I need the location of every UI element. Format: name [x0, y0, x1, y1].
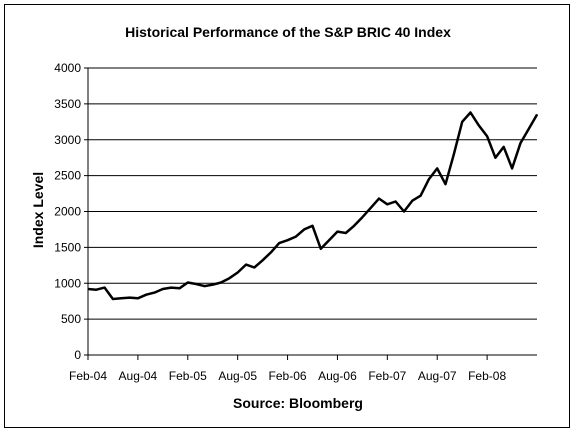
data-point — [486, 135, 488, 137]
data-point — [278, 242, 280, 244]
y-tick-label: 3500 — [54, 97, 81, 111]
data-point — [87, 288, 89, 290]
x-tick-label: Aug-04 — [119, 369, 158, 383]
data-point — [153, 292, 156, 294]
data-point — [386, 203, 388, 205]
data-point — [378, 198, 380, 200]
data-point — [420, 195, 422, 197]
data-point — [503, 146, 505, 148]
y-tick-label: 3000 — [54, 133, 81, 147]
data-point — [478, 124, 480, 126]
data-point — [137, 297, 139, 299]
data-point — [95, 289, 97, 291]
x-tick-label: Feb-04 — [69, 369, 107, 383]
data-point — [436, 167, 438, 169]
y-axis-label: Index Level — [30, 172, 46, 248]
y-axis-ticks: 0 500 1000 1500 2000 2500 3000 3500 4000 — [54, 61, 88, 362]
data-point — [287, 239, 289, 241]
data-point — [336, 231, 338, 233]
data-point — [187, 281, 189, 284]
data-point — [411, 200, 413, 202]
x-tick-label: Feb-06 — [269, 369, 307, 383]
data-point — [403, 210, 405, 213]
data-point — [270, 251, 272, 253]
data-point — [253, 266, 255, 269]
data-point — [228, 277, 230, 279]
data-point — [519, 142, 522, 144]
data-point — [262, 259, 264, 261]
x-tick-label: Feb-08 — [468, 369, 506, 383]
data-point — [453, 153, 455, 155]
data-point — [444, 183, 447, 185]
y-tick-label: 500 — [61, 312, 81, 326]
data-point — [195, 283, 197, 285]
x-tick-label: Aug-07 — [418, 369, 457, 383]
data-point — [237, 271, 239, 274]
data-point — [353, 225, 355, 227]
y-tick-label: 4000 — [54, 61, 81, 75]
x-axis-label: Source: Bloomberg — [233, 395, 363, 411]
y-tick-label: 2500 — [54, 169, 81, 183]
data-point — [311, 225, 314, 227]
data-point — [170, 287, 172, 289]
data-point — [203, 285, 205, 287]
data-point — [469, 111, 472, 114]
y-tick-label: 1500 — [54, 240, 81, 254]
data-point — [212, 284, 214, 286]
x-tick-label: Feb-07 — [368, 369, 406, 383]
y-tick-label: 2000 — [54, 205, 81, 219]
x-tick-label: Aug-05 — [218, 369, 257, 383]
x-axis-ticks: Feb-04 Aug-04 Feb-05 Aug-05 Feb-06 Aug-06 Feb-… — [69, 355, 506, 383]
data-point — [112, 298, 114, 300]
data-point — [303, 228, 305, 230]
data-point — [178, 287, 181, 289]
data-point — [461, 121, 463, 123]
data-point — [361, 216, 363, 218]
data-point — [511, 167, 513, 169]
data-point — [494, 157, 496, 159]
series-line — [87, 111, 539, 301]
data-point — [162, 288, 164, 290]
gridlines — [88, 67, 537, 356]
data-point — [220, 281, 222, 284]
series-layer — [87, 111, 539, 301]
data-point — [295, 236, 297, 238]
chart-title: Historical Performance of the S&P BRIC 4… — [125, 24, 451, 40]
data-point — [370, 207, 372, 209]
data-point — [104, 287, 106, 289]
chart-frame — [4, 4, 570, 428]
y-tick-label: 1000 — [54, 276, 81, 290]
data-point — [328, 239, 330, 241]
data-point — [145, 294, 147, 296]
x-tick-label: Aug-06 — [318, 369, 357, 383]
data-point — [428, 178, 430, 180]
data-point — [536, 114, 538, 116]
data-point — [120, 297, 122, 299]
data-point — [245, 264, 247, 266]
data-point — [129, 297, 131, 299]
data-point — [528, 128, 530, 130]
data-point — [395, 200, 397, 203]
y-tick-label: 0 — [74, 348, 81, 362]
data-point — [345, 232, 347, 234]
x-tick-label: Feb-05 — [169, 369, 207, 383]
data-point — [320, 248, 322, 250]
